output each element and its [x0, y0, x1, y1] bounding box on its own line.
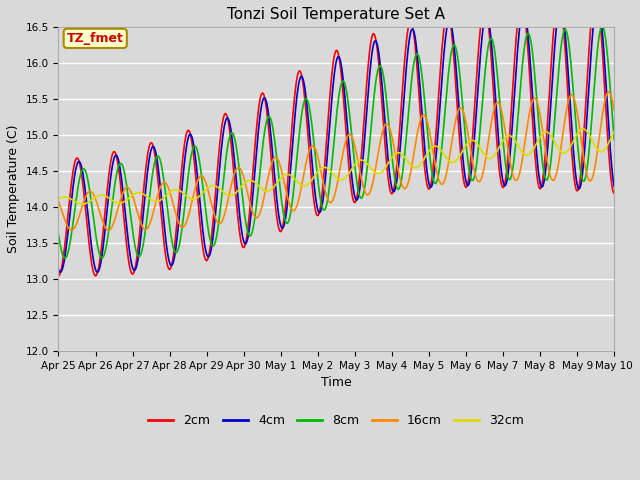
8cm	[383, 97, 390, 103]
32cm	[328, 170, 336, 176]
16cm	[438, 181, 445, 187]
32cm	[201, 187, 209, 193]
4cm	[201, 244, 209, 250]
4cm	[93, 269, 101, 275]
32cm	[383, 163, 390, 169]
16cm	[383, 121, 390, 127]
4cm	[383, 138, 390, 144]
16cm	[201, 178, 209, 183]
8cm	[438, 149, 445, 155]
16cm	[105, 228, 113, 233]
32cm	[177, 189, 185, 194]
Line: 32cm: 32cm	[58, 129, 614, 204]
8cm	[177, 231, 185, 237]
X-axis label: Time: Time	[321, 376, 352, 389]
16cm	[611, 108, 618, 113]
16cm	[560, 123, 568, 129]
16cm	[54, 199, 62, 204]
8cm	[598, 24, 605, 29]
2cm	[201, 256, 209, 262]
2cm	[54, 273, 62, 278]
8cm	[611, 137, 618, 143]
Legend: 2cm, 4cm, 8cm, 16cm, 32cm: 2cm, 4cm, 8cm, 16cm, 32cm	[143, 409, 529, 432]
Line: 8cm: 8cm	[58, 26, 614, 258]
Text: TZ_fmet: TZ_fmet	[67, 32, 124, 45]
2cm	[177, 171, 185, 177]
4cm	[611, 184, 618, 190]
16cm	[328, 198, 336, 204]
8cm	[61, 255, 68, 261]
Line: 16cm: 16cm	[58, 92, 614, 230]
4cm	[438, 84, 445, 90]
8cm	[328, 155, 336, 160]
2cm	[92, 273, 99, 279]
2cm	[611, 191, 618, 196]
16cm	[605, 89, 612, 95]
8cm	[54, 231, 62, 237]
4cm	[328, 89, 336, 95]
32cm	[611, 129, 618, 135]
2cm	[560, 32, 568, 37]
4cm	[593, 0, 601, 6]
16cm	[177, 224, 185, 230]
Line: 4cm: 4cm	[58, 3, 614, 272]
2cm	[328, 66, 336, 72]
8cm	[201, 203, 209, 209]
32cm	[438, 148, 445, 154]
2cm	[438, 54, 445, 60]
32cm	[79, 201, 86, 207]
Y-axis label: Soil Temperature (C): Soil Temperature (C)	[7, 125, 20, 253]
2cm	[383, 159, 390, 165]
8cm	[560, 28, 568, 34]
Line: 2cm: 2cm	[58, 0, 614, 276]
32cm	[560, 150, 568, 156]
4cm	[177, 193, 185, 199]
4cm	[54, 267, 62, 273]
Title: Tonzi Soil Temperature Set A: Tonzi Soil Temperature Set A	[227, 7, 445, 22]
32cm	[54, 196, 62, 202]
4cm	[560, 19, 568, 24]
32cm	[579, 126, 586, 132]
